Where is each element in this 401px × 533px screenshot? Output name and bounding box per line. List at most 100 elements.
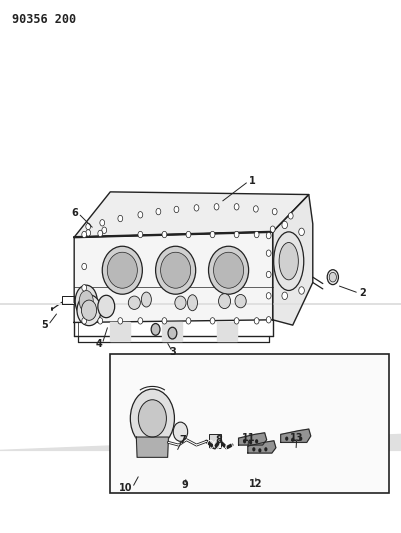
Text: 6: 6 <box>71 208 78 218</box>
Circle shape <box>266 232 271 239</box>
Circle shape <box>288 213 293 219</box>
Circle shape <box>255 439 258 443</box>
Ellipse shape <box>175 296 186 309</box>
Ellipse shape <box>213 252 243 288</box>
Circle shape <box>102 227 107 233</box>
Ellipse shape <box>279 243 298 280</box>
Circle shape <box>266 250 271 256</box>
Polygon shape <box>248 441 276 453</box>
Circle shape <box>264 447 267 451</box>
Circle shape <box>234 318 239 324</box>
Ellipse shape <box>142 292 152 307</box>
Circle shape <box>86 230 91 236</box>
Circle shape <box>82 231 87 238</box>
Text: 10: 10 <box>119 483 132 492</box>
Circle shape <box>138 231 143 238</box>
Text: 7: 7 <box>179 435 186 445</box>
Circle shape <box>98 318 103 324</box>
Circle shape <box>186 318 191 324</box>
Ellipse shape <box>151 324 160 335</box>
Circle shape <box>82 318 87 324</box>
Circle shape <box>174 206 179 213</box>
Circle shape <box>214 204 219 210</box>
Circle shape <box>282 292 288 300</box>
Ellipse shape <box>77 295 101 326</box>
Circle shape <box>253 206 258 212</box>
Ellipse shape <box>273 232 304 290</box>
Circle shape <box>138 212 143 218</box>
Circle shape <box>299 228 304 236</box>
Circle shape <box>249 440 252 445</box>
Text: 2: 2 <box>359 288 366 298</box>
Ellipse shape <box>329 272 336 282</box>
Text: 13: 13 <box>290 433 304 443</box>
Text: 4: 4 <box>95 339 102 349</box>
Polygon shape <box>110 322 130 341</box>
Circle shape <box>138 318 143 324</box>
Ellipse shape <box>81 300 97 320</box>
Polygon shape <box>0 296 401 304</box>
Circle shape <box>173 422 188 441</box>
Circle shape <box>82 285 87 291</box>
Circle shape <box>156 208 161 215</box>
Polygon shape <box>281 429 311 442</box>
Circle shape <box>285 437 288 441</box>
Circle shape <box>98 230 103 237</box>
Ellipse shape <box>168 327 177 339</box>
Ellipse shape <box>327 270 338 285</box>
Circle shape <box>266 293 271 299</box>
Text: 90356 200: 90356 200 <box>12 13 76 26</box>
Circle shape <box>254 318 259 324</box>
Bar <box>209 434 221 448</box>
Polygon shape <box>273 195 313 325</box>
Ellipse shape <box>107 252 137 288</box>
Circle shape <box>130 389 174 448</box>
Bar <box>110 354 389 493</box>
Ellipse shape <box>156 246 196 294</box>
Circle shape <box>243 439 246 443</box>
Polygon shape <box>217 322 237 341</box>
Ellipse shape <box>79 290 93 312</box>
Polygon shape <box>74 232 273 322</box>
Circle shape <box>82 263 87 270</box>
Bar <box>110 354 389 493</box>
Circle shape <box>299 287 304 294</box>
Text: 3: 3 <box>169 347 176 357</box>
Circle shape <box>118 215 123 222</box>
Ellipse shape <box>187 295 197 311</box>
Circle shape <box>282 221 288 229</box>
Ellipse shape <box>209 246 249 294</box>
Circle shape <box>234 231 239 238</box>
Circle shape <box>270 226 275 232</box>
Ellipse shape <box>98 295 115 318</box>
Polygon shape <box>162 322 182 341</box>
Circle shape <box>254 231 259 238</box>
Circle shape <box>100 220 105 226</box>
Circle shape <box>272 208 277 215</box>
Polygon shape <box>0 434 401 450</box>
Circle shape <box>266 271 271 278</box>
Ellipse shape <box>235 294 246 308</box>
Polygon shape <box>136 437 168 457</box>
Circle shape <box>299 437 302 441</box>
Circle shape <box>252 447 255 451</box>
Circle shape <box>86 223 91 230</box>
Text: 1: 1 <box>249 176 255 186</box>
Ellipse shape <box>128 296 140 309</box>
Circle shape <box>186 231 191 238</box>
Ellipse shape <box>160 252 191 288</box>
Circle shape <box>266 317 271 323</box>
Ellipse shape <box>75 285 97 317</box>
Text: 11: 11 <box>242 433 255 443</box>
Circle shape <box>138 400 166 437</box>
Circle shape <box>162 231 167 238</box>
Circle shape <box>210 231 215 238</box>
Text: 5: 5 <box>41 320 48 330</box>
Circle shape <box>258 448 261 453</box>
Circle shape <box>118 318 123 324</box>
Circle shape <box>291 438 294 442</box>
Circle shape <box>194 205 199 211</box>
Ellipse shape <box>102 246 142 294</box>
Circle shape <box>162 318 167 324</box>
Ellipse shape <box>219 294 231 309</box>
